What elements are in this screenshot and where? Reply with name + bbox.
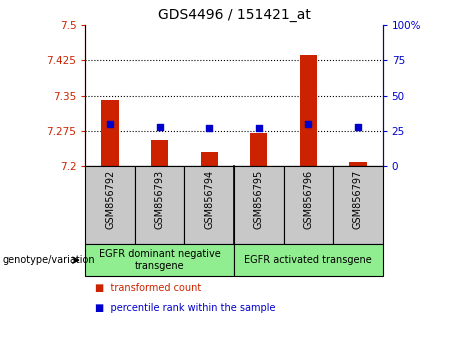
Bar	[101, 100, 119, 166]
Text: GSM856792: GSM856792	[105, 170, 115, 229]
Bar	[250, 133, 267, 166]
Text: GSM856795: GSM856795	[254, 170, 264, 229]
Text: EGFR dominant negative
transgene: EGFR dominant negative transgene	[99, 249, 220, 271]
Point	[156, 124, 163, 130]
Bar	[300, 56, 317, 166]
Text: ■  percentile rank within the sample: ■ percentile rank within the sample	[95, 303, 275, 313]
Point	[305, 121, 312, 127]
Point	[106, 121, 114, 127]
Bar	[151, 141, 168, 166]
Text: EGFR activated transgene: EGFR activated transgene	[244, 255, 372, 265]
Text: GSM856793: GSM856793	[154, 170, 165, 229]
Bar	[349, 162, 366, 166]
Text: GSM856797: GSM856797	[353, 170, 363, 229]
Bar	[201, 152, 218, 166]
Text: GSM856796: GSM856796	[303, 170, 313, 229]
Point	[354, 124, 361, 130]
Point	[206, 125, 213, 131]
Text: ■  transformed count: ■ transformed count	[95, 283, 201, 293]
Title: GDS4496 / 151421_at: GDS4496 / 151421_at	[158, 8, 310, 22]
Text: genotype/variation: genotype/variation	[2, 255, 95, 265]
Point	[255, 125, 262, 131]
Text: GSM856794: GSM856794	[204, 170, 214, 229]
